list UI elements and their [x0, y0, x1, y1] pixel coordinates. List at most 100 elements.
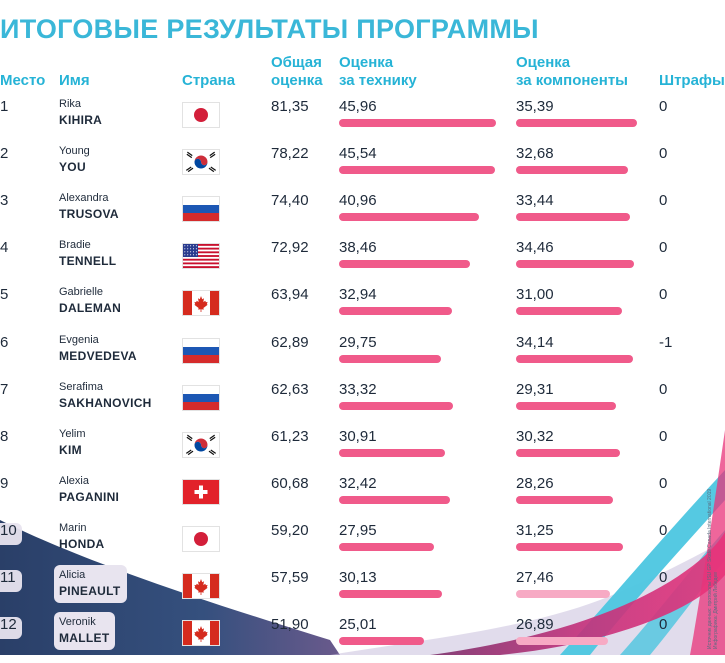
page-title: ИТОГОВЫЕ РЕЗУЛЬТАТЫ ПРОГРАММЫ: [0, 14, 539, 44]
last-name: TENNELL: [59, 254, 117, 268]
header-tech-line1: Оценка: [339, 54, 394, 71]
place-cell: 1: [0, 98, 9, 115]
place-cell: 12: [0, 616, 17, 633]
table-row: 2 Young YOU 78,22 45,54 32,68 0: [0, 145, 725, 192]
comp-score: 26,89: [516, 616, 554, 633]
total-score: 81,35: [271, 98, 309, 115]
comp-bar: [516, 213, 630, 221]
place-highlight: [0, 617, 22, 639]
total-score: 59,20: [271, 522, 309, 539]
comp-score: 30,32: [516, 428, 554, 445]
name-cell: Rika KIHIRA: [54, 94, 108, 132]
tech-bar: [339, 496, 450, 504]
penalty-cell: 0: [659, 522, 668, 539]
last-name: SAKHANOVICH: [59, 396, 152, 410]
comp-score: 33,44: [516, 192, 554, 209]
last-name: KIHIRA: [59, 113, 103, 127]
first-name: Bradie: [59, 239, 91, 251]
japan-flag-icon: [182, 102, 220, 128]
credit-author: Инфографика: Дмитрий Лебедев: [713, 572, 719, 649]
comp-score: 34,46: [516, 239, 554, 256]
name-cell: Marin HONDA: [54, 518, 111, 556]
header-tech: Оценка за технику: [339, 54, 417, 90]
table-row: 10 Marin HONDA 59,20 27,95 31,25 0: [0, 522, 725, 569]
first-name: Serafima: [59, 381, 104, 393]
name-cell: Evgenia MEDVEDEVA: [54, 330, 143, 368]
comp-bar: [516, 119, 637, 127]
comp-bar: [516, 637, 608, 645]
comp-bar: [516, 166, 628, 174]
name-cell: Alicia PINEAULT: [54, 565, 127, 603]
last-name: TRUSOVA: [59, 207, 119, 221]
name-cell: Yelim KIM: [54, 424, 92, 462]
table-row: 5 Gabrielle DALEMAN 63,94 32,94 31,00 0: [0, 286, 725, 333]
name-cell: Gabrielle DALEMAN: [54, 282, 127, 320]
penalty-cell: 0: [659, 192, 668, 209]
name-cell: Serafima SAKHANOVICH: [54, 377, 158, 415]
table-row: 1 Rika KIHIRA 81,35 45,96 35,39 0: [0, 98, 725, 145]
comp-bar: [516, 590, 610, 598]
last-name: MEDVEDEVA: [59, 349, 137, 363]
penalty-cell: 0: [659, 239, 668, 256]
first-name: Gabrielle: [59, 286, 104, 298]
name-cell: Veronik MALLET: [54, 612, 116, 650]
comp-score: 29,31: [516, 381, 554, 398]
tech-score: 30,13: [339, 569, 377, 586]
table-row: 3 Alexandra TRUSOVA 74,40 40,96 33,44 0: [0, 192, 725, 239]
last-name: KIM: [59, 443, 82, 457]
tech-bar: [339, 166, 495, 174]
last-name: YOU: [59, 160, 86, 174]
header-total-line2: оценка: [271, 72, 323, 89]
header-place: Место: [0, 72, 46, 89]
total-score: 62,63: [271, 381, 309, 398]
tech-score: 30,91: [339, 428, 377, 445]
comp-bar: [516, 543, 623, 551]
header-name: Имя: [59, 72, 90, 89]
last-name: DALEMAN: [59, 301, 122, 315]
last-name: PINEAULT: [59, 584, 121, 598]
table-row: 8 Yelim KIM 61,23 30,91 30,32 0: [0, 428, 725, 475]
table-row: 6 Evgenia MEDVEDEVA 62,89 29,75 34,14 -1: [0, 334, 725, 381]
total-score: 72,92: [271, 239, 309, 256]
comp-score: 32,68: [516, 145, 554, 162]
penalty-cell: 0: [659, 569, 668, 586]
total-score: 74,40: [271, 192, 309, 209]
tech-score: 32,94: [339, 286, 377, 303]
place-cell: 9: [0, 475, 9, 492]
penalty-cell: 0: [659, 145, 668, 162]
total-score: 78,22: [271, 145, 309, 162]
place-cell: 6: [0, 334, 9, 351]
total-score: 61,23: [271, 428, 309, 445]
canada-flag-icon: [182, 620, 220, 646]
header-penalty: Штрафы: [659, 72, 725, 89]
comp-score: 31,00: [516, 286, 554, 303]
comp-score: 31,25: [516, 522, 554, 539]
total-score: 62,89: [271, 334, 309, 351]
tech-score: 33,32: [339, 381, 377, 398]
first-name: Young: [59, 145, 90, 157]
tech-score: 29,75: [339, 334, 377, 351]
place-cell: 7: [0, 381, 9, 398]
comp-score: 27,46: [516, 569, 554, 586]
name-cell: Alexandra TRUSOVA: [54, 188, 125, 226]
first-name: Veronik: [59, 616, 96, 628]
usa-flag-icon: [182, 243, 220, 269]
tech-bar: [339, 402, 453, 410]
comp-bar: [516, 355, 633, 363]
japan-flag-icon: [182, 526, 220, 552]
tech-bar: [339, 590, 442, 598]
header-comp-line2: за компоненты: [516, 72, 628, 89]
switzerland-flag-icon: [182, 479, 220, 505]
credit-text: Источник данных: протоколы ISU GP Skate …: [707, 429, 721, 649]
first-name: Alexia: [59, 475, 89, 487]
comp-score: 35,39: [516, 98, 554, 115]
tech-bar: [339, 119, 496, 127]
penalty-cell: 0: [659, 98, 668, 115]
place-highlight: [0, 523, 22, 545]
place-cell: 8: [0, 428, 9, 445]
penalty-cell: -1: [659, 334, 673, 351]
comp-score: 34,14: [516, 334, 554, 351]
place-highlight: [0, 570, 22, 592]
place-cell: 3: [0, 192, 9, 209]
table-row: 7 Serafima SAKHANOVICH 62,63 33,32 29,31 0: [0, 381, 725, 428]
